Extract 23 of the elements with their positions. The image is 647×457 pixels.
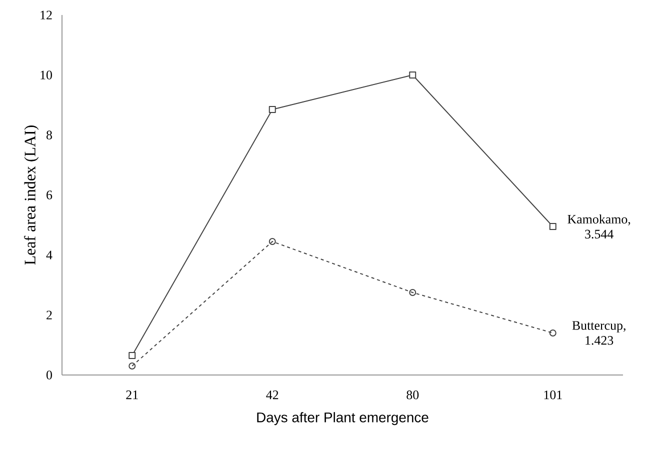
y-axis-title: Leaf area index (LAI) xyxy=(24,126,39,265)
y-tick-label: 12 xyxy=(40,10,52,20)
point xyxy=(549,330,556,336)
x-tick-label: 21 xyxy=(126,390,138,400)
y-tick-label: 0 xyxy=(46,370,52,380)
x-tick-label: 80 xyxy=(406,390,419,400)
y-tick-label: 8 xyxy=(46,130,52,140)
x-tick-label: 42 xyxy=(266,390,278,400)
y-tick-label: 2 xyxy=(46,310,52,320)
y-tick-label: 4 xyxy=(46,250,52,260)
x-tick-label: 101 xyxy=(544,390,562,400)
annotation: Kamokamo, 3.544 xyxy=(568,214,630,239)
point xyxy=(128,362,136,370)
point xyxy=(128,352,136,359)
point xyxy=(549,223,556,230)
point xyxy=(409,72,416,78)
x-axis-title: Days after Plant emergence xyxy=(257,412,428,426)
point xyxy=(409,289,416,296)
y-tick-label: 6 xyxy=(46,190,52,200)
point xyxy=(268,106,276,113)
point xyxy=(268,238,276,245)
y-tick-label: 10 xyxy=(40,70,52,80)
annotation: Buttercup, 1.423 xyxy=(572,321,626,345)
